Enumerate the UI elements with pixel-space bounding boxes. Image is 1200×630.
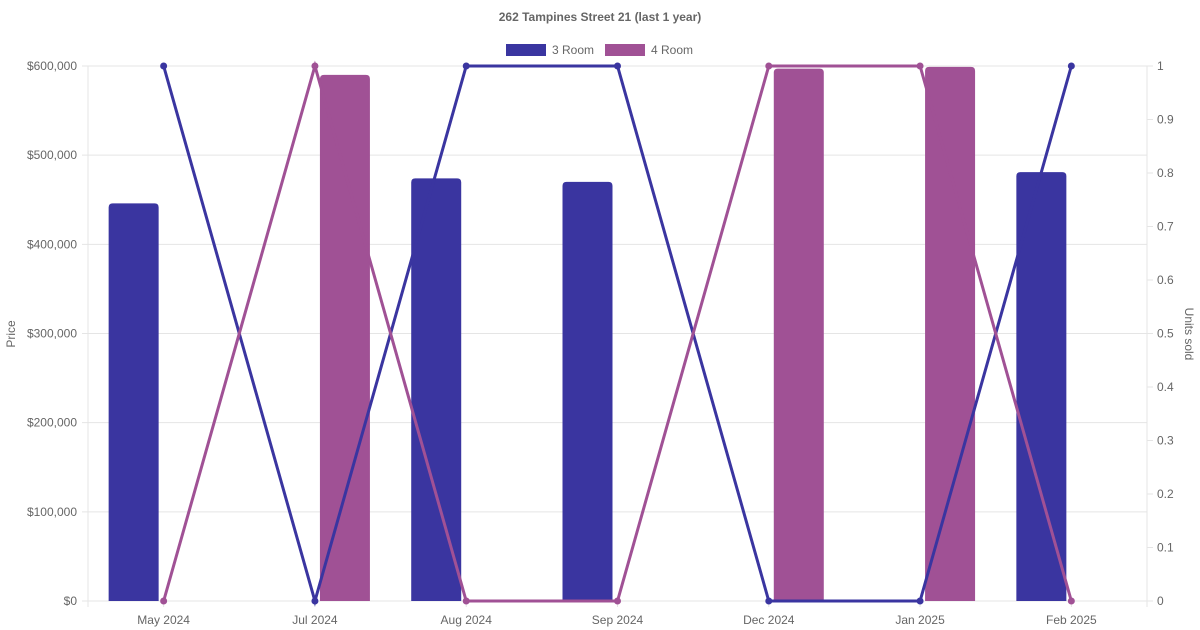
y2-axis-label: Units sold: [1182, 308, 1196, 361]
point-4-room: [916, 62, 924, 70]
legend-label: 3 Room: [552, 43, 594, 57]
point-3-room: [614, 62, 621, 70]
bar-4-room: [319, 74, 370, 601]
y-axis-label: Price: [4, 320, 18, 348]
y2-tick-label: 0.5: [1157, 327, 1174, 341]
point-3-room: [916, 597, 924, 605]
y-tick-label: $100,000: [27, 505, 77, 519]
y2-tick-label: 0: [1157, 594, 1164, 608]
y-tick-label: $500,000: [27, 148, 77, 162]
point-4-room: [462, 597, 470, 605]
chart-title: 262 Tampines Street 21 (last 1 year): [499, 10, 702, 24]
y2-tick-label: 0.7: [1157, 220, 1174, 234]
bar-4-room: [773, 68, 824, 602]
y-tick-label: $400,000: [27, 237, 77, 251]
bar-3-room: [411, 178, 462, 601]
y2-tick-label: 0.4: [1157, 380, 1174, 394]
y-tick-label: $300,000: [27, 327, 77, 341]
x-tick-label: Jan 2025: [895, 613, 945, 627]
x-tick-label: Aug 2024: [441, 613, 493, 627]
bar-3-room: [1016, 172, 1067, 601]
y-tick-label: $600,000: [27, 59, 77, 73]
x-tick-label: Jul 2024: [292, 613, 338, 627]
grid: [82, 65, 1153, 607]
y2-tick-label: 0.1: [1157, 541, 1174, 555]
legend-swatch: [506, 44, 546, 56]
point-3-room: [765, 597, 773, 605]
x-tick-label: May 2024: [137, 613, 190, 627]
bar-4-room: [925, 66, 976, 602]
legend: 3 Room 4 Room: [506, 43, 693, 57]
point-4-room: [160, 597, 168, 605]
point-3-room: [160, 62, 168, 70]
point-3-room: [1067, 62, 1075, 70]
point-3-room: [462, 62, 470, 70]
y-tick-label: $0: [64, 594, 78, 608]
axes: $0 $100,000 $200,000 $300,000 $400,000 $500,0…: [27, 59, 1174, 627]
bar-3-room: [108, 203, 159, 602]
y2-tick-label: 0.3: [1157, 434, 1174, 448]
point-4-room: [765, 62, 773, 70]
x-tick-label: Dec 2024: [743, 613, 795, 627]
legend-swatch: [605, 44, 645, 56]
lines: [160, 60, 1075, 607]
point-4-room: [311, 62, 319, 70]
bars: [108, 66, 1067, 602]
y2-tick-label: 0.6: [1157, 273, 1174, 287]
legend-label: 4 Room: [651, 43, 693, 57]
bar-3-room: [562, 181, 613, 601]
point-4-room: [1067, 597, 1075, 605]
y2-tick-label: 0.2: [1157, 487, 1174, 501]
x-tick-label: Feb 2025: [1046, 613, 1097, 627]
y2-tick-label: 0.8: [1157, 166, 1174, 180]
y-tick-label: $200,000: [27, 416, 77, 430]
point-4-room: [614, 597, 621, 605]
y2-tick-label: 1: [1157, 59, 1164, 73]
x-tick-label: Sep 2024: [592, 613, 644, 627]
y2-tick-label: 0.9: [1157, 113, 1174, 127]
point-3-room: [311, 597, 319, 605]
